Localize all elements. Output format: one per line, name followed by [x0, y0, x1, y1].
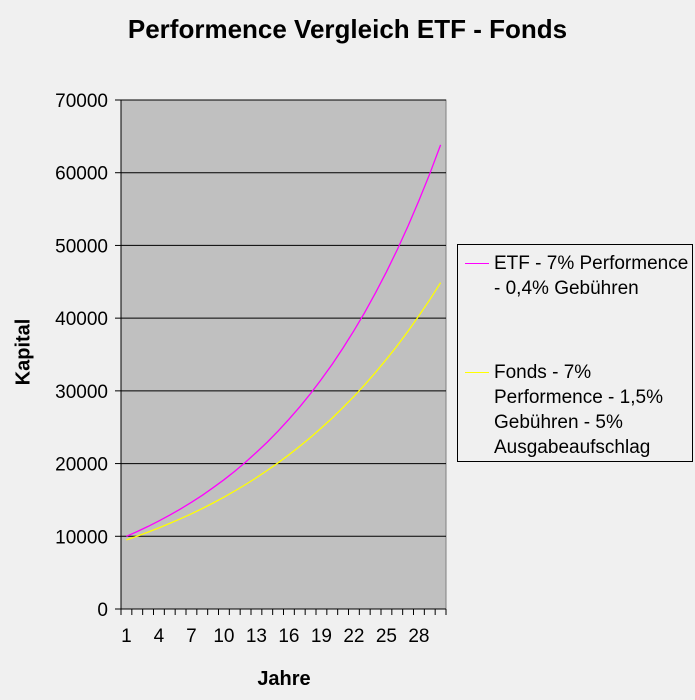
y-tick-label-40000: 40000 [55, 309, 108, 330]
series-lines [126, 144, 442, 541]
series-line-1 [126, 282, 442, 541]
legend-label-etf: ETF - 7% Performence - 0,4% Gebühren [494, 253, 689, 299]
series-line-0 [126, 144, 442, 537]
y-tick-label-10000: 10000 [55, 527, 108, 548]
legend-swatch-etf [465, 263, 489, 264]
x-tick-label-25: 25 [376, 626, 397, 647]
x-tick-label-7: 7 [186, 626, 197, 647]
legend-swatch-fonds [465, 372, 489, 373]
legend: ETF - 7% Performence - 0,4% Gebühren Fon… [457, 244, 693, 462]
y-ticks: 0 10000 20000 30000 40000 50000 60000 70000 [55, 91, 121, 621]
x-tick-label-28: 28 [408, 626, 429, 647]
y-tick-label-60000: 60000 [55, 164, 108, 185]
chart-title: Performence Vergleich ETF - Fonds [127, 14, 568, 44]
y-tick-label-0: 0 [97, 600, 108, 621]
y-tick-label-20000: 20000 [55, 455, 108, 476]
x-ticks: 1 4 7 10 13 16 19 22 25 28 [120, 609, 447, 647]
y-tick-label-50000: 50000 [55, 236, 108, 257]
x-axis-label: Jahre [257, 668, 311, 690]
y-tick-label-70000: 70000 [55, 91, 108, 112]
x-tick-label-19: 19 [311, 626, 332, 647]
x-tick-label-16: 16 [278, 626, 299, 647]
legend-label-fonds: Fonds - 7% Performence - 1,5% Gebühren -… [494, 362, 663, 458]
plot-background [120, 99, 447, 610]
x-tick-label-10: 10 [213, 626, 234, 647]
gridlines [121, 99, 446, 537]
x-tick-label-13: 13 [246, 626, 267, 647]
x-tick-label-22: 22 [343, 626, 364, 647]
x-tick-label-1: 1 [121, 626, 132, 647]
y-tick-label-30000: 30000 [55, 382, 108, 403]
x-tick-label-4: 4 [154, 626, 165, 647]
